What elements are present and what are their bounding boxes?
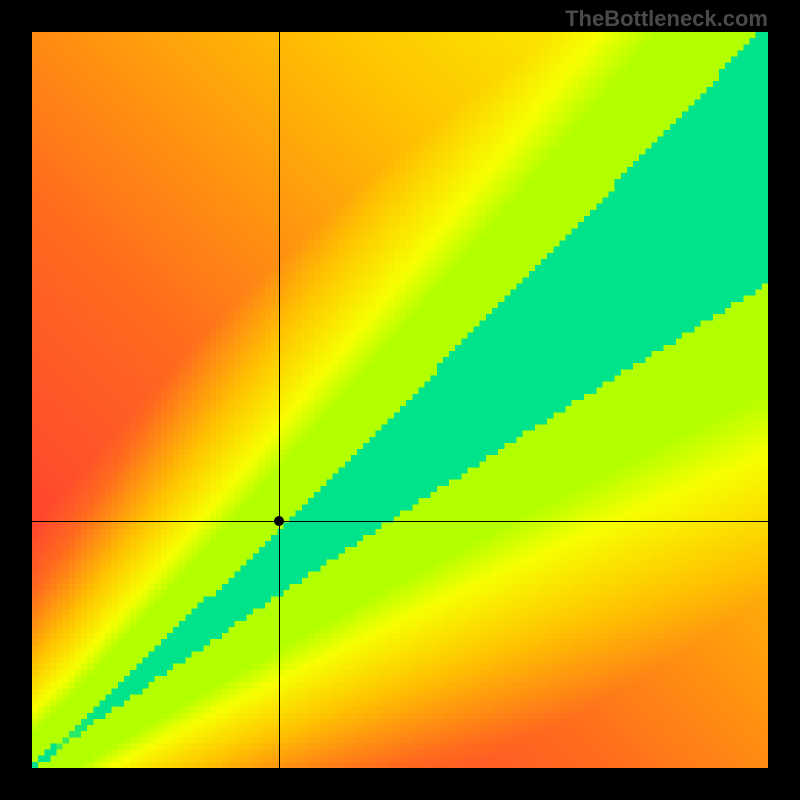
heatmap-plot <box>32 32 768 768</box>
heatmap-canvas <box>32 32 768 768</box>
watermark-text: TheBottleneck.com <box>565 6 768 32</box>
